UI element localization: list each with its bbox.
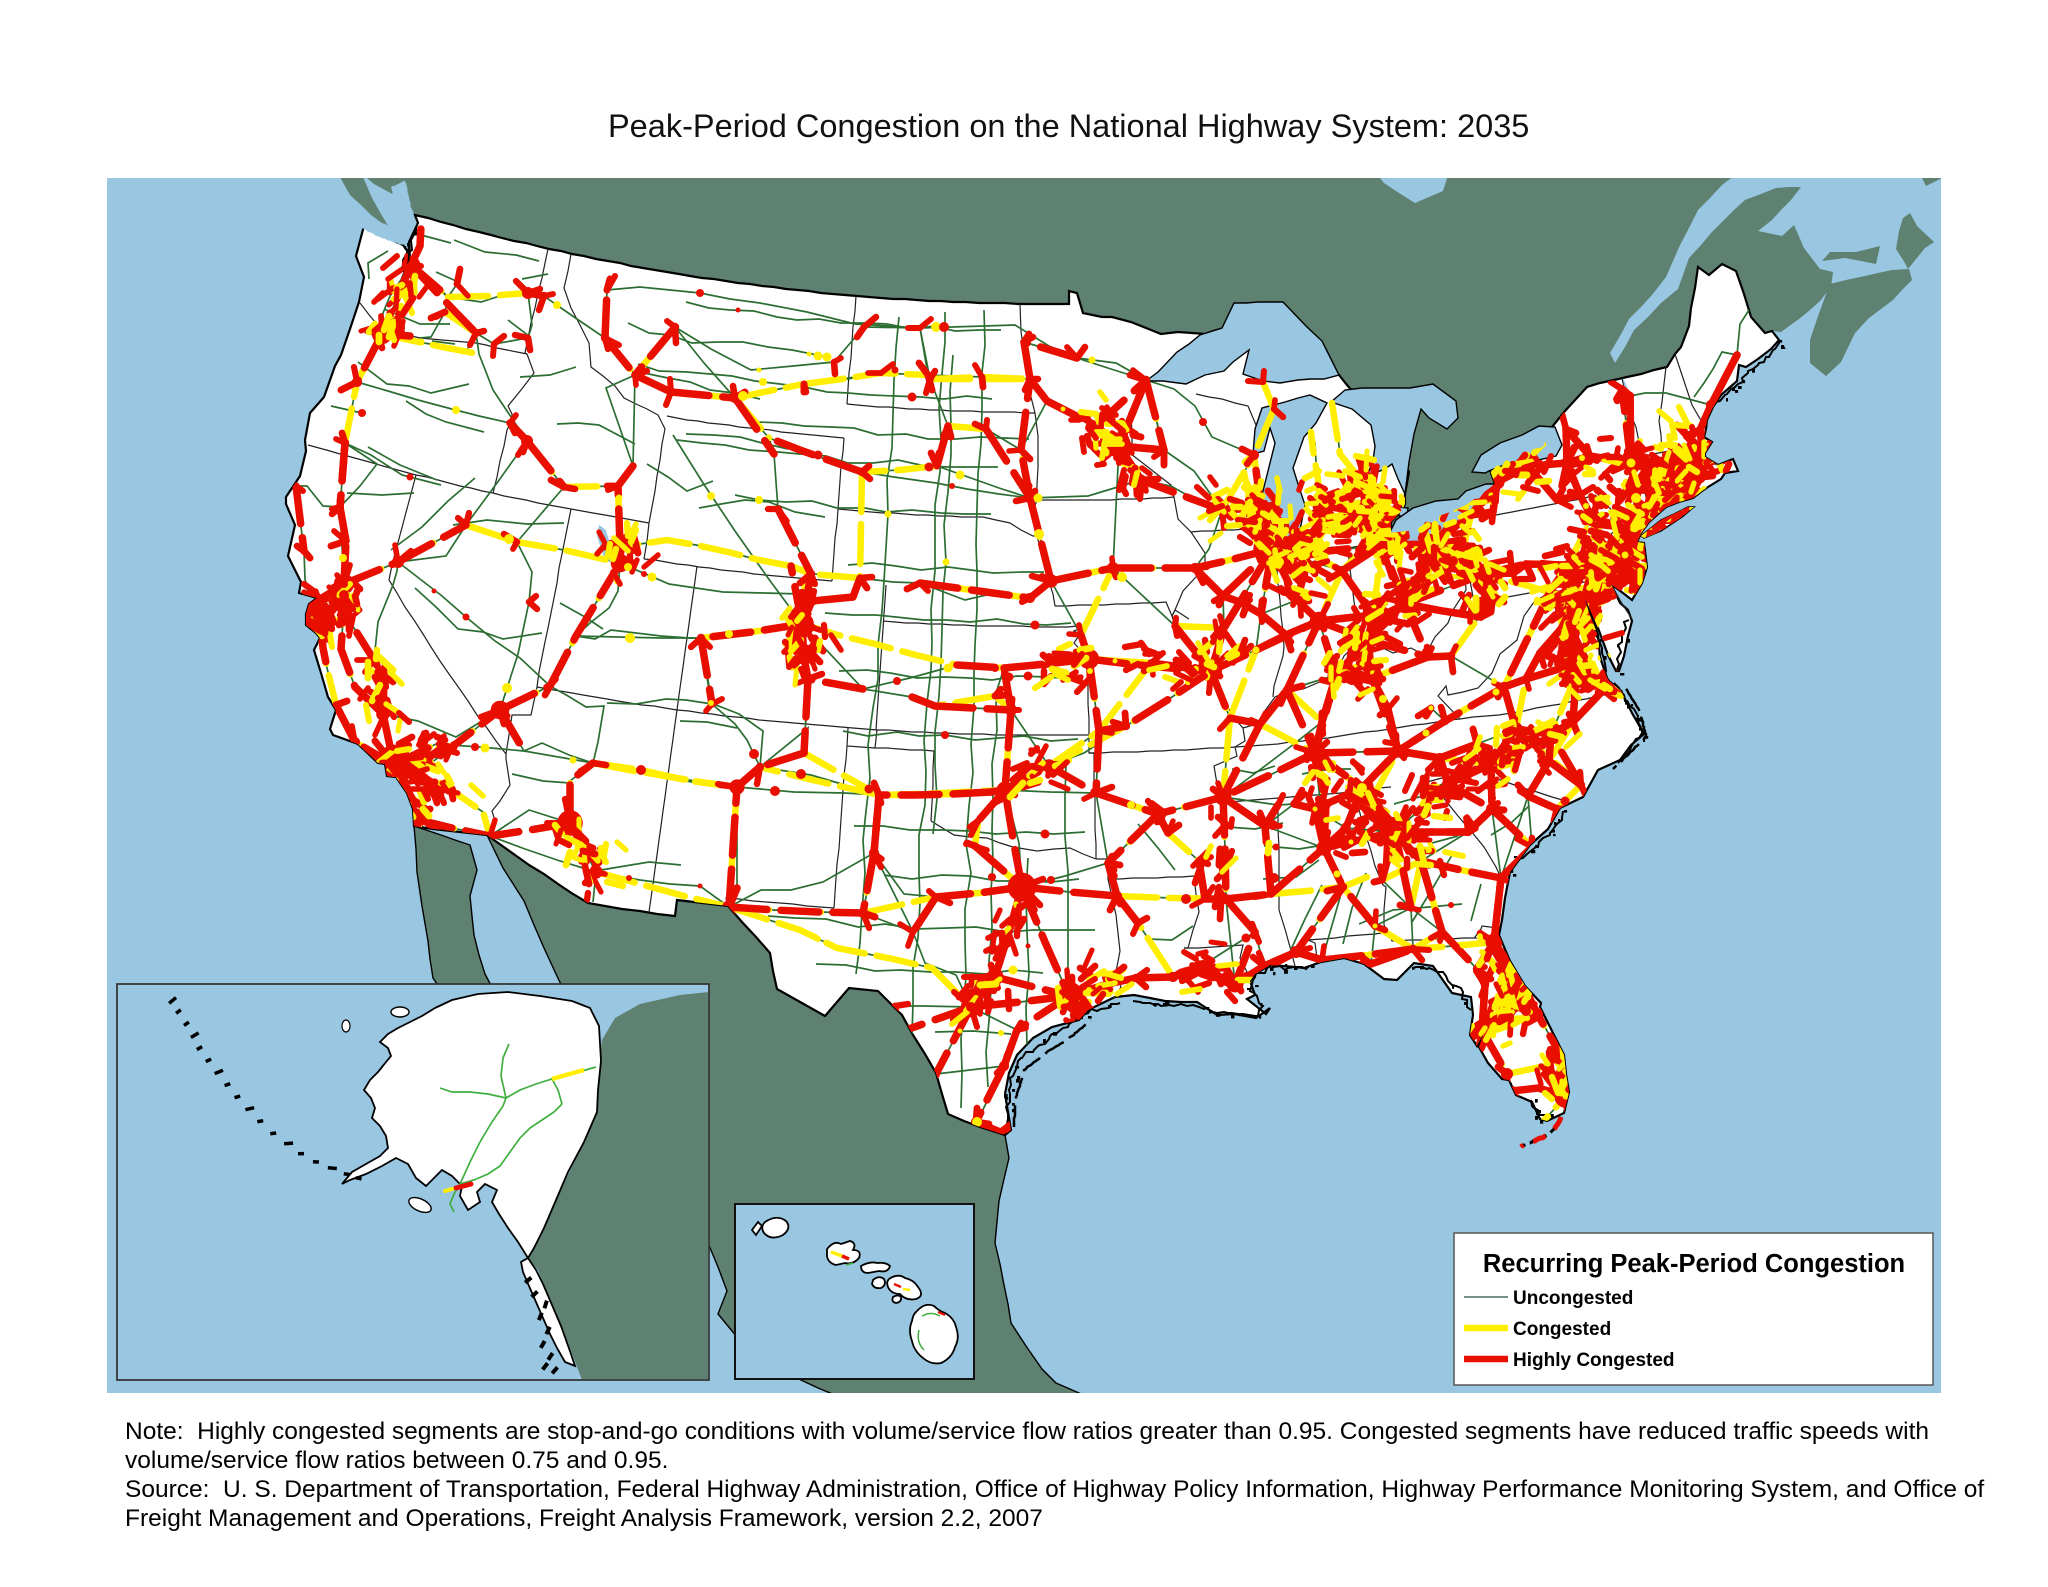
svg-text:volume/service flow ratios bet: volume/service flow ratios between 0.75 … [125, 1447, 668, 1474]
svg-text:Freight Management and Operati: Freight Management and Operations, Freig… [125, 1505, 1043, 1532]
svg-text:Highly Congested: Highly Congested [1513, 1350, 1675, 1371]
svg-text:Uncongested: Uncongested [1513, 1288, 1633, 1309]
svg-text:Note: Highly congested segmen: Note: Highly congested segments are stop… [125, 1418, 1929, 1445]
svg-text:Congested: Congested [1513, 1319, 1611, 1340]
svg-text:Recurring Peak-Period Congesti: Recurring Peak-Period Congestion [1483, 1250, 1905, 1278]
svg-text:Peak-Period Congestion on the: Peak-Period Congestion on the National H… [608, 108, 1529, 144]
svg-text:Source: U. S. Department of T: Source: U. S. Department of Transportati… [125, 1476, 1984, 1503]
